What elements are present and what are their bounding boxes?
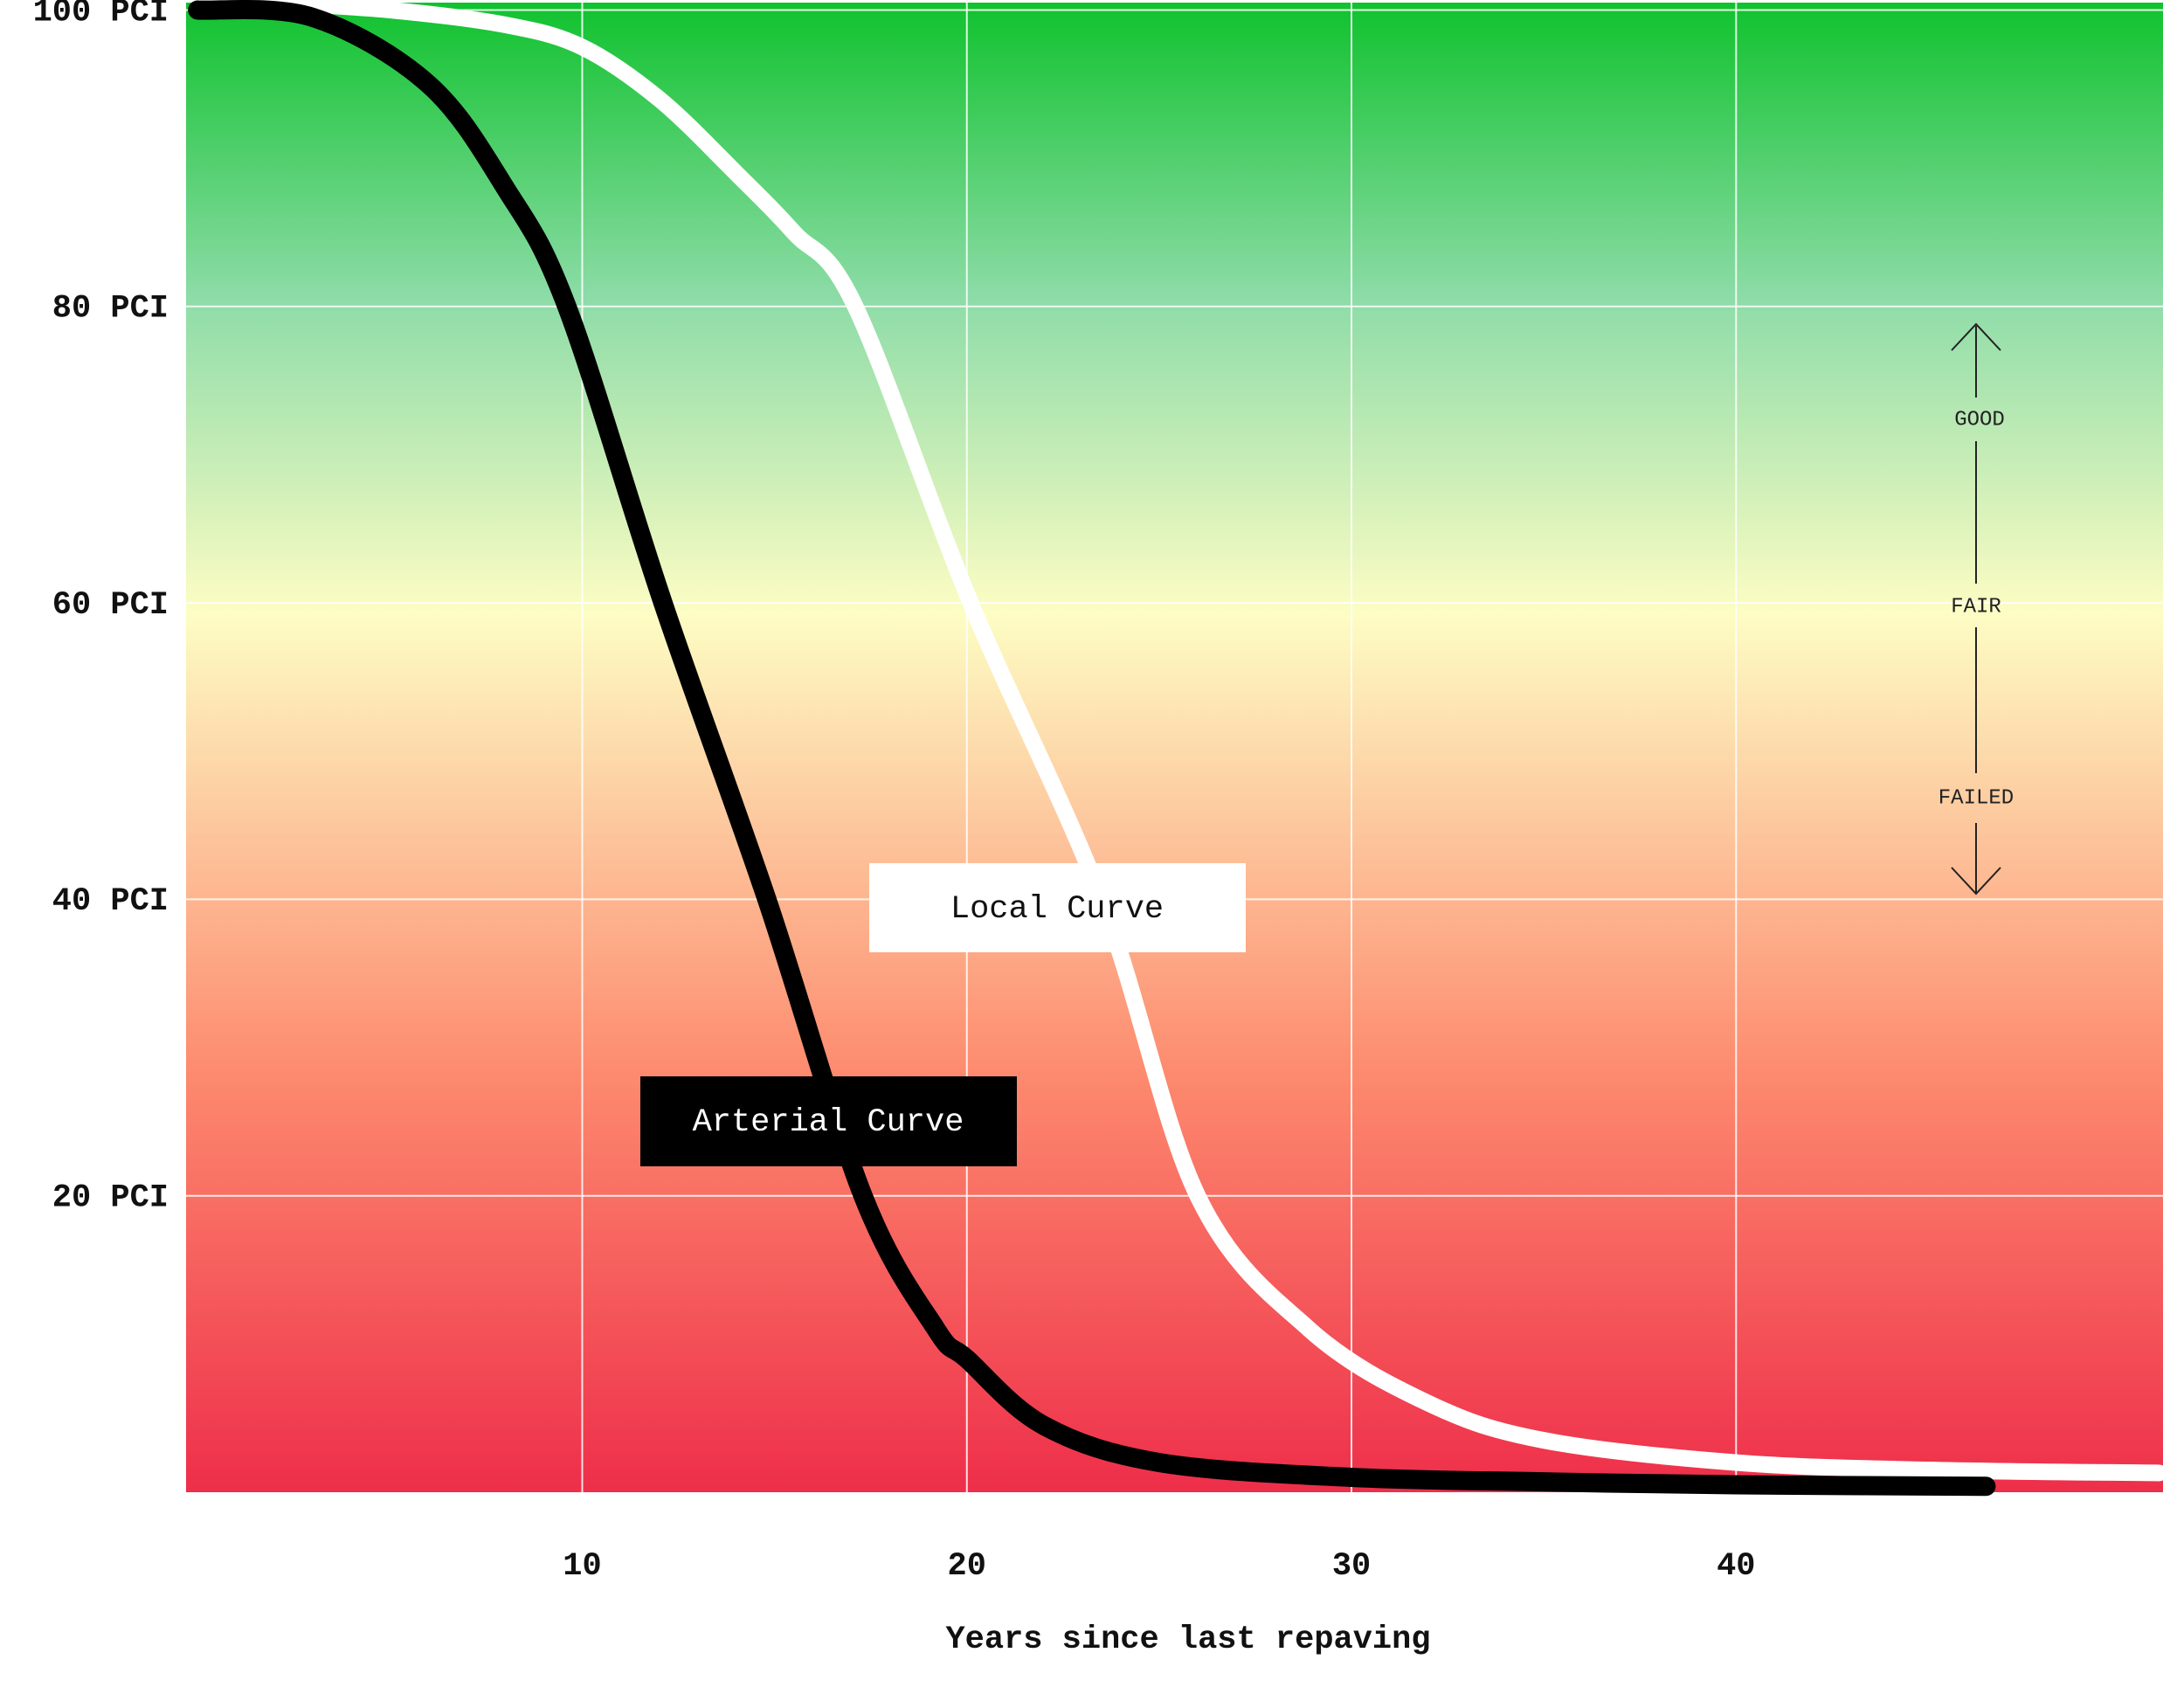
y-tick-label: 60 PCI [52,587,169,624]
series-label: Local Curve [950,891,1164,928]
arrow-down [1951,867,2001,895]
lines [188,0,2163,1497]
y-tick-label: 100 PCI [33,0,169,31]
grid [186,3,2163,1492]
condition-scale [1951,322,2001,895]
label-box [640,1076,1017,1166]
x-axis-label: Years since last repaving [945,1622,1430,1658]
x-tick-label: 30 [1332,1548,1371,1585]
x-tick-label: 40 [1717,1548,1755,1585]
series-line [188,0,1996,1497]
label-box [869,863,1246,952]
series-label: Arterial Curve [693,1104,964,1141]
y-tick-label: 40 PCI [52,883,169,920]
annotation: GOOD [1954,408,2005,432]
plot-background [186,3,2163,1492]
y-tick-label: 20 PCI [52,1179,169,1216]
annotation: FAILED [1938,786,2014,810]
x-tick-label: 10 [563,1548,601,1585]
y-tick-label: 80 PCI [52,291,169,328]
x-tick-label: 20 [948,1548,986,1585]
series-line [266,0,2163,1482]
annotation: FAIR [1951,595,2001,619]
arrow-up [1951,322,2001,351]
